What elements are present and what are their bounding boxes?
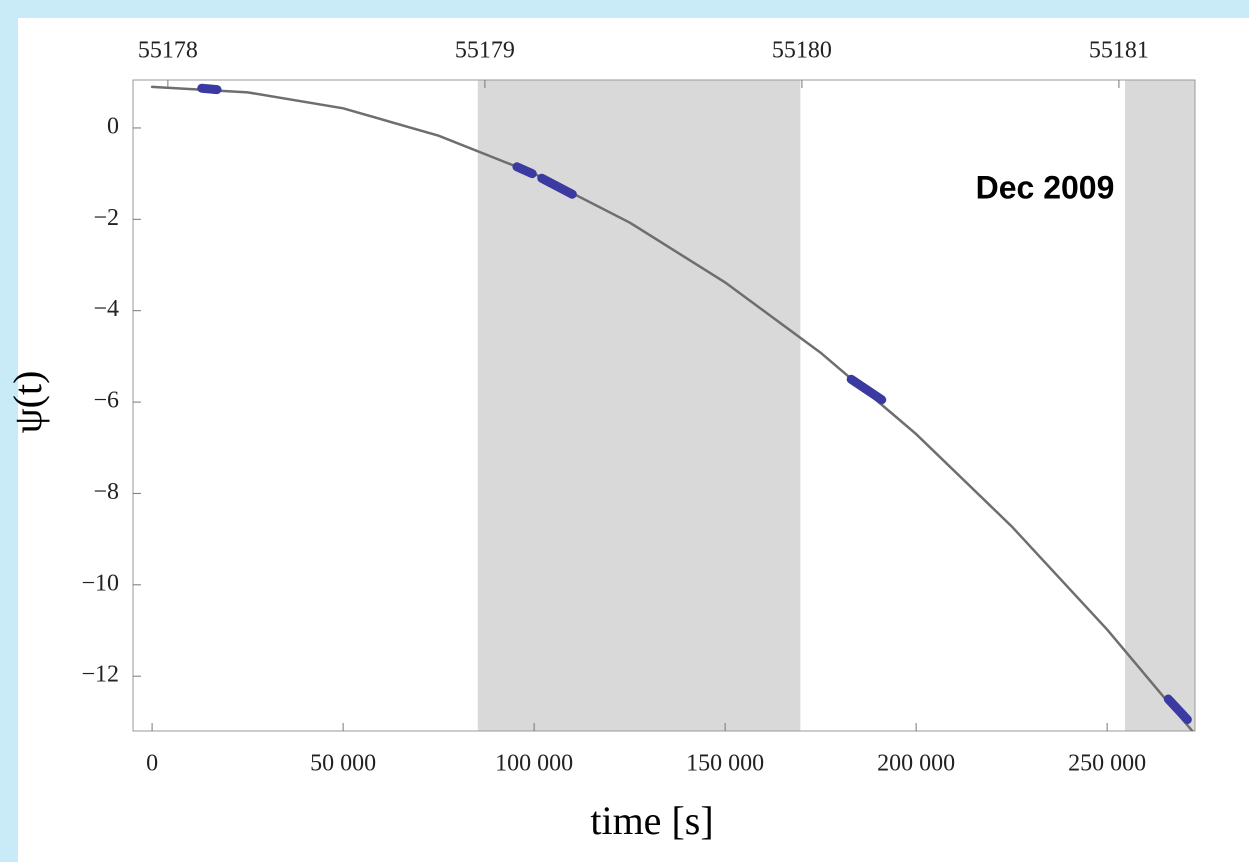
x-tick-label: 50 000 <box>310 751 376 777</box>
x-tick-label: 100 000 <box>495 751 573 777</box>
y-tick-label: −6 <box>93 388 119 414</box>
x-tick-label: 0 <box>146 751 158 777</box>
x2-tick-label: 55180 <box>772 38 832 64</box>
y-tick-label: −10 <box>81 570 119 596</box>
plot-frame <box>132 79 1196 732</box>
x2-tick-label: 55181 <box>1089 38 1149 64</box>
x-tick-label: 150 000 <box>686 751 764 777</box>
y-tick-label: 0 <box>107 113 119 139</box>
x2-tick-label: 55178 <box>138 38 198 64</box>
x2-tick-label: 55179 <box>455 38 515 64</box>
x-axis-label: time [s] <box>590 798 713 843</box>
x-tick-label: 250 000 <box>1068 751 1146 777</box>
data-segment <box>197 83 1192 725</box>
y-tick-label: −4 <box>93 296 119 322</box>
fit-curve <box>150 85 1194 731</box>
y-axis-label: ψ(t) <box>5 371 50 434</box>
annotation: Dec 2009 <box>976 169 1115 205</box>
x-tick-label: 200 000 <box>877 751 955 777</box>
y-tick-label: −2 <box>93 205 119 231</box>
y-tick-label: −8 <box>93 479 119 505</box>
shaded-span <box>477 80 801 731</box>
y-tick-label: −12 <box>81 662 119 688</box>
shaded-span <box>1125 80 1195 731</box>
